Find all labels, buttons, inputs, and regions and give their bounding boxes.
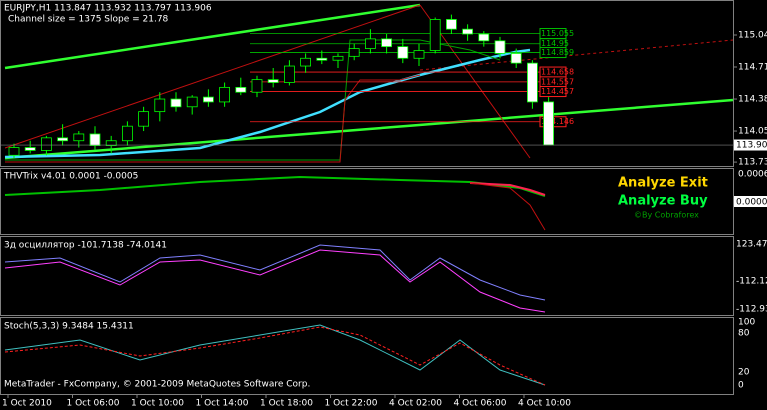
level-label: 114.557 bbox=[541, 77, 574, 86]
chart-title: EURJPY,H1 113.847 113.932 113.797 113.90… bbox=[4, 4, 212, 14]
level-label: 115.055 bbox=[541, 29, 574, 38]
candle-body bbox=[510, 53, 522, 64]
candle-body bbox=[494, 40, 506, 54]
x-tick-label: 1 Oct 14:00 bbox=[196, 399, 249, 409]
indicator-label: 3д осциллятор -101.7138 -74.0141 bbox=[4, 241, 167, 251]
candle-body bbox=[348, 48, 360, 57]
level-label: 114.146 bbox=[541, 117, 574, 126]
candle-body bbox=[413, 50, 425, 59]
x-tick-label: 1 Oct 2010 bbox=[2, 399, 52, 409]
x-tick-label: 1 Oct 10:00 bbox=[131, 399, 184, 409]
axis-label: 80 bbox=[738, 329, 750, 339]
candle-body bbox=[122, 125, 133, 142]
panel-borders bbox=[0, 0, 734, 395]
candle-body bbox=[41, 137, 52, 151]
candle-body bbox=[445, 19, 457, 30]
candle-body bbox=[154, 98, 166, 113]
current-price-label: 113.906 bbox=[736, 141, 767, 151]
x-tick-label: 1 Oct 18:00 bbox=[260, 399, 313, 409]
candle-body bbox=[24, 147, 36, 151]
candle-body bbox=[364, 38, 376, 49]
indicator-lines bbox=[4, 3, 734, 386]
candle-body bbox=[316, 57, 328, 61]
candle-body bbox=[267, 79, 279, 83]
level-box bbox=[539, 86, 567, 98]
candle-body bbox=[235, 86, 247, 93]
y-tick-label: 114.380 bbox=[738, 95, 767, 105]
candle-body bbox=[138, 111, 150, 127]
x-tick-label: 1 Oct 22:00 bbox=[325, 399, 378, 409]
candle-body bbox=[219, 86, 231, 103]
candle-body bbox=[8, 147, 20, 156]
axis-label: -112.9377 bbox=[736, 305, 767, 315]
overlay-exit: Analyze Exit bbox=[618, 176, 708, 191]
axis-label: 20 bbox=[738, 368, 750, 378]
overlay-credit: ©By Cobraforex bbox=[634, 211, 699, 220]
y-tick-label: 113.730 bbox=[738, 158, 767, 168]
candle-body bbox=[543, 101, 554, 146]
x-tick-label: 4 Oct 02:00 bbox=[389, 399, 442, 409]
y-tick-label: 115.040 bbox=[738, 30, 767, 40]
candle-body bbox=[170, 98, 182, 108]
value-box bbox=[734, 196, 767, 207]
overlay-buy: Analyze Buy bbox=[618, 194, 708, 209]
candle-body bbox=[397, 46, 409, 59]
candle-body bbox=[73, 133, 85, 142]
level-label: 114.95 bbox=[541, 39, 569, 48]
indicator-label: Stoch(5,3,3) 9.3484 15.4311 bbox=[4, 322, 134, 332]
candle-body bbox=[186, 96, 198, 108]
candle-body bbox=[251, 79, 263, 93]
candle-body bbox=[462, 28, 474, 35]
axis-label: 0 bbox=[738, 381, 744, 391]
candle-body bbox=[478, 33, 490, 42]
candle-body bbox=[527, 62, 538, 103]
candle-body bbox=[283, 65, 295, 83]
axis-label: 123.4744 bbox=[736, 240, 767, 250]
x-tick-label: 4 Oct 06:00 bbox=[454, 399, 507, 409]
x-tick-label: 1 Oct 06:00 bbox=[67, 399, 120, 409]
level-label: 114.859 bbox=[541, 48, 574, 57]
axis-label: -112.127 bbox=[736, 277, 767, 287]
candle-body bbox=[89, 133, 101, 146]
candle-body bbox=[332, 55, 344, 61]
level-box bbox=[539, 47, 567, 59]
candle-body bbox=[57, 137, 68, 142]
candle-body bbox=[105, 140, 117, 146]
y-tick-label: 114.050 bbox=[738, 127, 767, 137]
current-price-box bbox=[734, 139, 767, 151]
axis-label: 0.0000 bbox=[736, 198, 767, 208]
y-tick-label: 114.710 bbox=[738, 63, 767, 73]
chart-subtitle: Channel size = 1375 Slope = 21.78 bbox=[8, 15, 169, 25]
axis-label: 100 bbox=[738, 318, 755, 328]
level-label: 114.658 bbox=[541, 68, 574, 77]
x-tick-label: 4 Oct 10:00 bbox=[518, 399, 571, 409]
footer: MetaTrader - FxCompany, © 2001-2009 Meta… bbox=[4, 380, 310, 390]
candle-body bbox=[381, 38, 393, 48]
axis-label: 0.0006 bbox=[738, 170, 767, 180]
candle-body bbox=[429, 19, 441, 51]
candle-body bbox=[202, 96, 214, 103]
candle-body bbox=[300, 57, 312, 67]
level-label: 114.457 bbox=[541, 87, 574, 96]
indicator-label: THVTrix v4.01 0.0001 -0.0005 bbox=[3, 172, 138, 182]
